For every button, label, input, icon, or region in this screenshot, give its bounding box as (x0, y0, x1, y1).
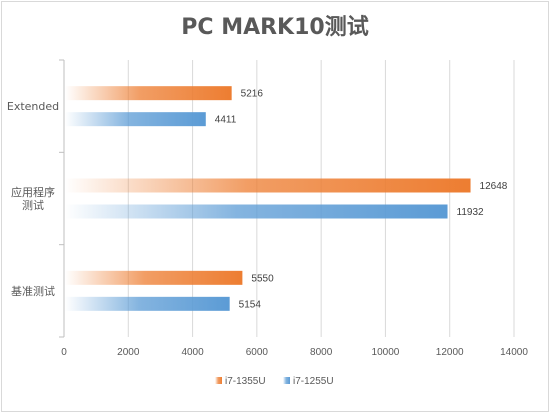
data-label-i7-1355U-0: 5216 (241, 89, 264, 100)
chart-title: PC MARK10测试 (181, 15, 368, 40)
x-tick-label-4000: 4000 (181, 347, 204, 358)
data-label-i7-1355U-2: 5550 (251, 273, 274, 284)
bar-i7-1355U-2 (65, 270, 243, 285)
legend-label-i7-1255U: i7-1255U (293, 376, 334, 387)
x-tick-label-12000: 12000 (436, 347, 464, 358)
bar-i7-1355U-1 (65, 178, 471, 193)
data-label-i7-1255U-0: 4411 (215, 115, 237, 126)
bar-i7-1255U-0 (65, 112, 206, 127)
x-tick-label-6000: 6000 (246, 347, 269, 358)
x-tick-label-2000: 2000 (117, 347, 140, 358)
data-label-i7-1255U-1: 11932 (457, 207, 485, 218)
bars-group (65, 86, 471, 311)
legend-label-i7-1355U: i7-1355U (225, 376, 266, 387)
bar-i7-1255U-1 (65, 204, 448, 219)
data-label-i7-1355U-1: 12648 (480, 181, 508, 192)
gridlines (63, 60, 515, 337)
category-label-1: 应用程序测试 (11, 185, 55, 212)
legend: i7-1355U i7-1255U (215, 376, 334, 387)
category-label-0: Extended (7, 100, 59, 113)
data-labels-group: 5216 4411 12648 11932 5550 5154 (215, 89, 508, 311)
x-axis-ticks: 0 2000 4000 6000 8000 10000 12000 14000 (61, 347, 528, 358)
x-tick-label-14000: 14000 (500, 347, 528, 358)
x-tick-label-8000: 8000 (310, 347, 333, 358)
data-label-i7-1255U-2: 5154 (239, 299, 262, 310)
category-label-2: 基准测试 (11, 285, 55, 298)
bar-i7-1255U-2 (65, 296, 230, 311)
legend-swatch-i7-1255U (283, 377, 290, 384)
bar-i7-1355U-0 (65, 86, 232, 101)
x-tick-label-0: 0 (61, 347, 67, 358)
legend-swatch-i7-1355U (215, 377, 222, 384)
x-tick-label-10000: 10000 (372, 347, 400, 358)
